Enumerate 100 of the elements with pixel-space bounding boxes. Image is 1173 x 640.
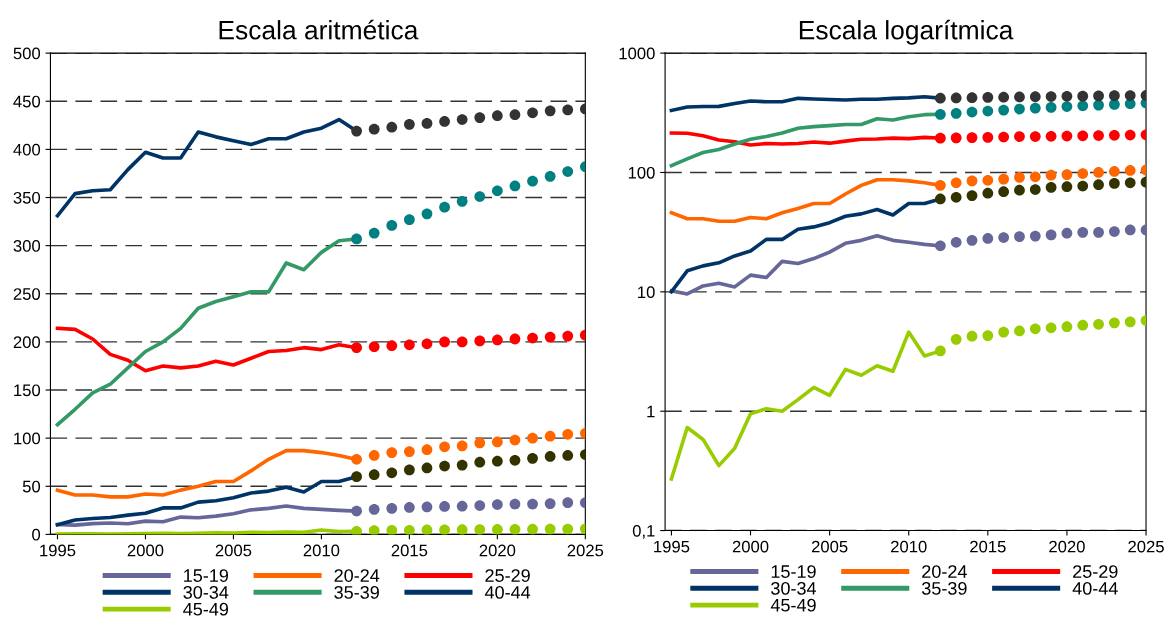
legend-label: 20-24 xyxy=(334,569,380,582)
point xyxy=(421,444,433,456)
point xyxy=(1093,90,1104,102)
x-tick-label: 2020 xyxy=(479,544,516,557)
point xyxy=(1061,90,1073,102)
x-tick-label: 1995 xyxy=(654,540,690,553)
point xyxy=(1124,316,1136,328)
point xyxy=(527,523,538,535)
y-tick-label: 250 xyxy=(13,288,41,300)
point xyxy=(404,214,415,226)
point xyxy=(439,524,450,535)
point xyxy=(1045,322,1057,334)
point xyxy=(982,131,994,143)
point xyxy=(404,339,415,351)
point xyxy=(351,525,362,535)
point xyxy=(421,118,433,129)
point xyxy=(950,333,962,345)
x-tick-label: 2025 xyxy=(567,544,604,557)
point xyxy=(491,499,503,510)
point xyxy=(966,106,978,118)
point xyxy=(966,132,978,143)
point xyxy=(474,335,486,347)
point xyxy=(1014,131,1025,142)
point xyxy=(439,460,450,472)
point xyxy=(491,524,503,535)
point xyxy=(1124,177,1136,189)
legend-label: 25-29 xyxy=(485,569,530,582)
point xyxy=(982,174,994,186)
y-tick-label: 400 xyxy=(13,143,41,156)
chart-title: Escala logarítmica xyxy=(799,19,1014,45)
point xyxy=(544,430,556,442)
point xyxy=(527,332,538,344)
point xyxy=(934,108,946,120)
legend-label: 25-29 xyxy=(1073,565,1118,578)
point xyxy=(1109,178,1120,189)
point xyxy=(368,525,380,535)
y-tick-label: 10 xyxy=(638,286,655,299)
legend-label: 15-19 xyxy=(184,569,229,582)
point xyxy=(491,455,503,467)
point xyxy=(351,471,362,483)
point xyxy=(456,114,468,125)
point xyxy=(1029,131,1041,142)
point xyxy=(982,330,994,341)
point xyxy=(1077,180,1089,192)
x-tick-label: 2005 xyxy=(811,540,848,553)
point xyxy=(527,107,538,119)
point xyxy=(1029,102,1041,114)
point xyxy=(982,105,994,117)
point xyxy=(509,498,521,510)
point xyxy=(982,233,994,244)
point xyxy=(351,125,362,137)
point xyxy=(966,234,978,246)
point xyxy=(456,500,468,512)
x-tick-label: 2010 xyxy=(891,540,927,553)
point xyxy=(1061,321,1073,333)
point xyxy=(966,92,978,104)
point xyxy=(544,523,556,535)
point xyxy=(982,187,994,199)
point xyxy=(404,524,415,535)
point xyxy=(456,459,468,471)
point xyxy=(1045,91,1057,102)
point xyxy=(1109,90,1120,102)
point xyxy=(1029,171,1041,183)
point xyxy=(386,220,398,231)
point xyxy=(1077,130,1089,142)
point xyxy=(421,338,433,350)
legend-label: 15-19 xyxy=(771,565,816,578)
point xyxy=(386,524,398,535)
point xyxy=(1109,166,1120,177)
point xyxy=(368,341,380,353)
point xyxy=(1014,91,1025,103)
point xyxy=(1093,130,1104,141)
point xyxy=(527,498,538,510)
point xyxy=(1124,129,1136,141)
point xyxy=(474,456,486,468)
point xyxy=(1061,181,1073,193)
point xyxy=(474,524,486,535)
point xyxy=(439,336,450,348)
legend-label: 30-34 xyxy=(771,581,817,595)
point xyxy=(562,497,574,509)
point xyxy=(1045,130,1057,142)
point xyxy=(491,185,503,197)
point xyxy=(1093,226,1104,238)
point xyxy=(1045,102,1057,113)
point xyxy=(1029,323,1041,335)
point xyxy=(491,110,503,122)
point xyxy=(1014,231,1025,243)
y-tick-label: 450 xyxy=(13,95,41,108)
point xyxy=(527,452,538,464)
point xyxy=(1093,318,1104,330)
point xyxy=(998,173,1010,185)
point xyxy=(950,191,962,203)
point xyxy=(1093,179,1104,191)
point xyxy=(934,92,946,104)
point xyxy=(1014,184,1025,196)
point xyxy=(509,454,521,466)
point xyxy=(982,91,994,103)
point xyxy=(421,208,433,220)
point xyxy=(1124,224,1136,236)
point xyxy=(491,436,503,448)
